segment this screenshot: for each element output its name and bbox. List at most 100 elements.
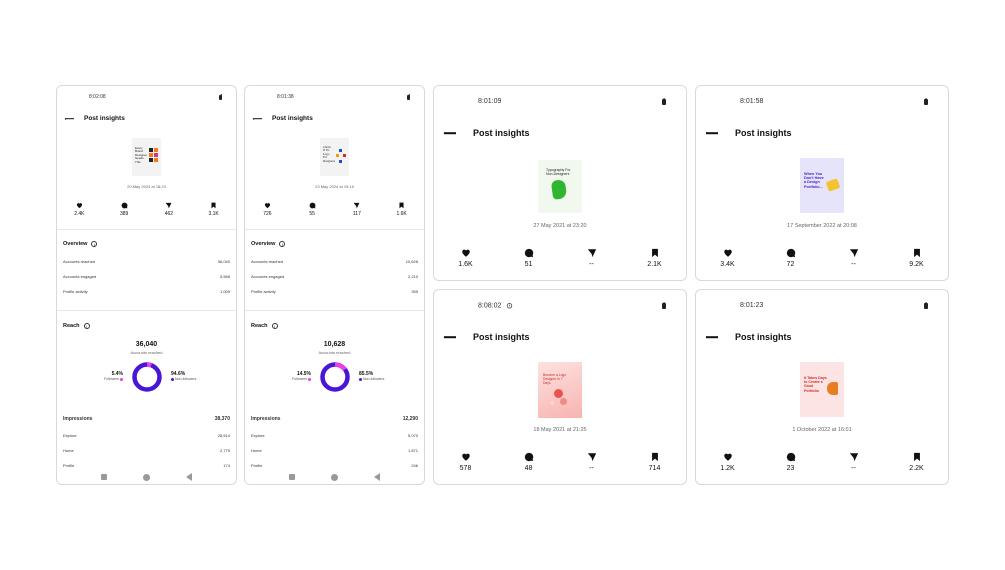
alarm-icon	[507, 303, 513, 309]
battery-icon	[924, 302, 928, 309]
share-icon	[849, 249, 858, 258]
impressions-row-home[interactable]: Home 2,779	[63, 448, 230, 453]
post-insights-card-2: 8:01:38 Post insights Check If It's Logo Fo…	[244, 85, 425, 485]
heart-icon	[461, 453, 470, 461]
stat-shares: --	[822, 248, 885, 268]
impressions-row[interactable]: Impressions 38,370	[63, 416, 230, 422]
status-time: 8:02:08	[89, 94, 106, 100]
stats-row: 1.6K 51 -- 2.1K	[434, 248, 686, 268]
home-button[interactable]	[331, 473, 338, 481]
header: Post insights	[65, 114, 125, 123]
home-button[interactable]	[143, 473, 150, 481]
back-arrow-icon[interactable]	[444, 127, 456, 139]
post-date: 17 September 2022 at 20:08	[787, 223, 857, 229]
status-bar: 8:01:09	[434, 98, 686, 105]
stats-row: 726 55 117 1.6K	[245, 202, 424, 217]
divider	[57, 310, 236, 311]
back-arrow-icon[interactable]	[706, 331, 718, 343]
info-icon[interactable]: i	[91, 241, 98, 247]
stat-comments: 55	[290, 202, 335, 217]
heart-icon	[723, 453, 732, 461]
post-thumbnail[interactable]: It Takes Days to Create a Good Portfolio	[800, 362, 844, 417]
post-date: 1 October 2022 at 16:01	[792, 427, 852, 433]
battery-icon	[407, 94, 410, 100]
overview-row-accounts-engaged[interactable]: Accounts engaged 5,568	[63, 274, 230, 279]
stat-shares: --	[560, 452, 623, 472]
status-bar: 8:01:38	[245, 94, 424, 100]
post-thumbnail[interactable]: Typography For Non-Designers	[538, 160, 582, 213]
post-thumbnail[interactable]: Become a Logo Designer In 7 Days	[538, 362, 582, 418]
post-insights-card-5: 8:08:02 Post insights Become a Logo Desi…	[433, 289, 687, 485]
impressions-row-profile[interactable]: Profile 246	[251, 463, 418, 468]
heart-icon	[264, 203, 270, 209]
page-title: Post insights	[84, 115, 125, 122]
comment-icon	[309, 202, 316, 209]
impressions-row-profile[interactable]: Profile 174	[63, 463, 230, 468]
stat-saves: 2.2K	[885, 452, 948, 472]
post-date: 18 May 2021 at 21:25	[533, 427, 587, 433]
stat-saves: 9.2K	[885, 248, 948, 268]
android-nav-bar	[57, 473, 236, 481]
post-thumbnail[interactable]: When You Don't Have a Design Portfolio..…	[800, 158, 844, 213]
back-arrow-icon[interactable]	[253, 114, 262, 123]
overview-heading: Overview i	[251, 241, 286, 247]
stats-row: 2.4K 389 462 3.1K	[57, 202, 236, 217]
back-arrow-icon[interactable]	[706, 127, 718, 139]
header: Post insights	[444, 331, 530, 343]
back-button[interactable]	[186, 473, 192, 481]
stats-row: 578 48 -- 714	[434, 452, 686, 472]
overview-row-profile-activity[interactable]: Profile activity 1,009	[63, 289, 230, 294]
info-icon[interactable]: i	[83, 323, 90, 329]
stats-row: 3.4K 72 -- 9.2K	[696, 248, 948, 268]
stat-saves: 3.1K	[191, 202, 236, 217]
post-insights-card-4: 8:01:58 Post insights When You Don't Hav…	[695, 85, 949, 281]
reach-caption: Accounts reached	[318, 350, 351, 355]
impressions-row-explore[interactable]: Explore 5,070	[251, 433, 418, 438]
reach-value: 36,040	[135, 341, 158, 348]
bookmark-icon	[913, 452, 920, 462]
heart-icon	[76, 203, 82, 209]
followers-legend: 14.5% Followers	[292, 371, 311, 381]
post-date: 20 May 2024 at 18:23	[127, 184, 166, 189]
followers-arc	[320, 362, 350, 392]
impressions-row-home[interactable]: Home 1,871	[251, 448, 418, 453]
stat-likes: 2.4K	[57, 202, 102, 217]
back-button[interactable]	[374, 473, 380, 481]
impressions-row[interactable]: Impressions 12,290	[251, 416, 418, 422]
info-icon[interactable]: i	[279, 241, 286, 247]
overview-row-accounts-engaged[interactable]: Accounts engaged 2,210	[251, 274, 418, 279]
bookmark-icon	[913, 248, 920, 258]
header: Post insights	[444, 127, 530, 139]
reach-caption: Accounts reached	[130, 350, 163, 355]
reach-donut	[320, 362, 350, 392]
stat-comments: 72	[759, 248, 822, 268]
overview-row-profile-activity[interactable]: Profile activity 395	[251, 289, 418, 294]
battery-icon	[662, 98, 666, 105]
bookmark-icon	[399, 202, 404, 209]
reach-value: 10,628	[323, 341, 346, 348]
status-time: 8:01:23	[740, 302, 764, 309]
recents-button[interactable]	[101, 474, 107, 480]
share-icon	[849, 453, 858, 462]
post-thumbnail[interactable]: Every Brand Designer Needs This	[132, 138, 161, 176]
overview-row-accounts-reached[interactable]: Accounts reached 36,040	[63, 259, 230, 264]
bookmark-icon	[651, 248, 658, 258]
status-time: 8:01:58	[740, 98, 764, 105]
back-arrow-icon[interactable]	[65, 114, 74, 123]
header: Post insights	[706, 331, 792, 343]
post-thumbnail[interactable]: Check If It's Logo For Designers	[320, 138, 349, 176]
recents-button[interactable]	[289, 474, 295, 480]
page-title: Post insights	[735, 128, 792, 138]
overview-row-accounts-reached[interactable]: Accounts reached 10,628	[251, 259, 418, 264]
page-title: Post insights	[473, 128, 530, 138]
comment-icon	[524, 452, 533, 462]
impressions-row-explore[interactable]: Explore 28,514	[63, 433, 230, 438]
post-date: 23 May 2024 at 19:15	[315, 184, 354, 189]
nonfollowers-legend: 94.6% Non-followers	[171, 371, 197, 381]
stat-saves: 1.6K	[379, 202, 424, 217]
share-icon	[353, 202, 360, 209]
bookmark-icon	[651, 452, 658, 462]
stats-row: 1.2K 23 -- 2.2K	[696, 452, 948, 472]
info-icon[interactable]: i	[271, 323, 278, 329]
back-arrow-icon[interactable]	[444, 331, 456, 343]
